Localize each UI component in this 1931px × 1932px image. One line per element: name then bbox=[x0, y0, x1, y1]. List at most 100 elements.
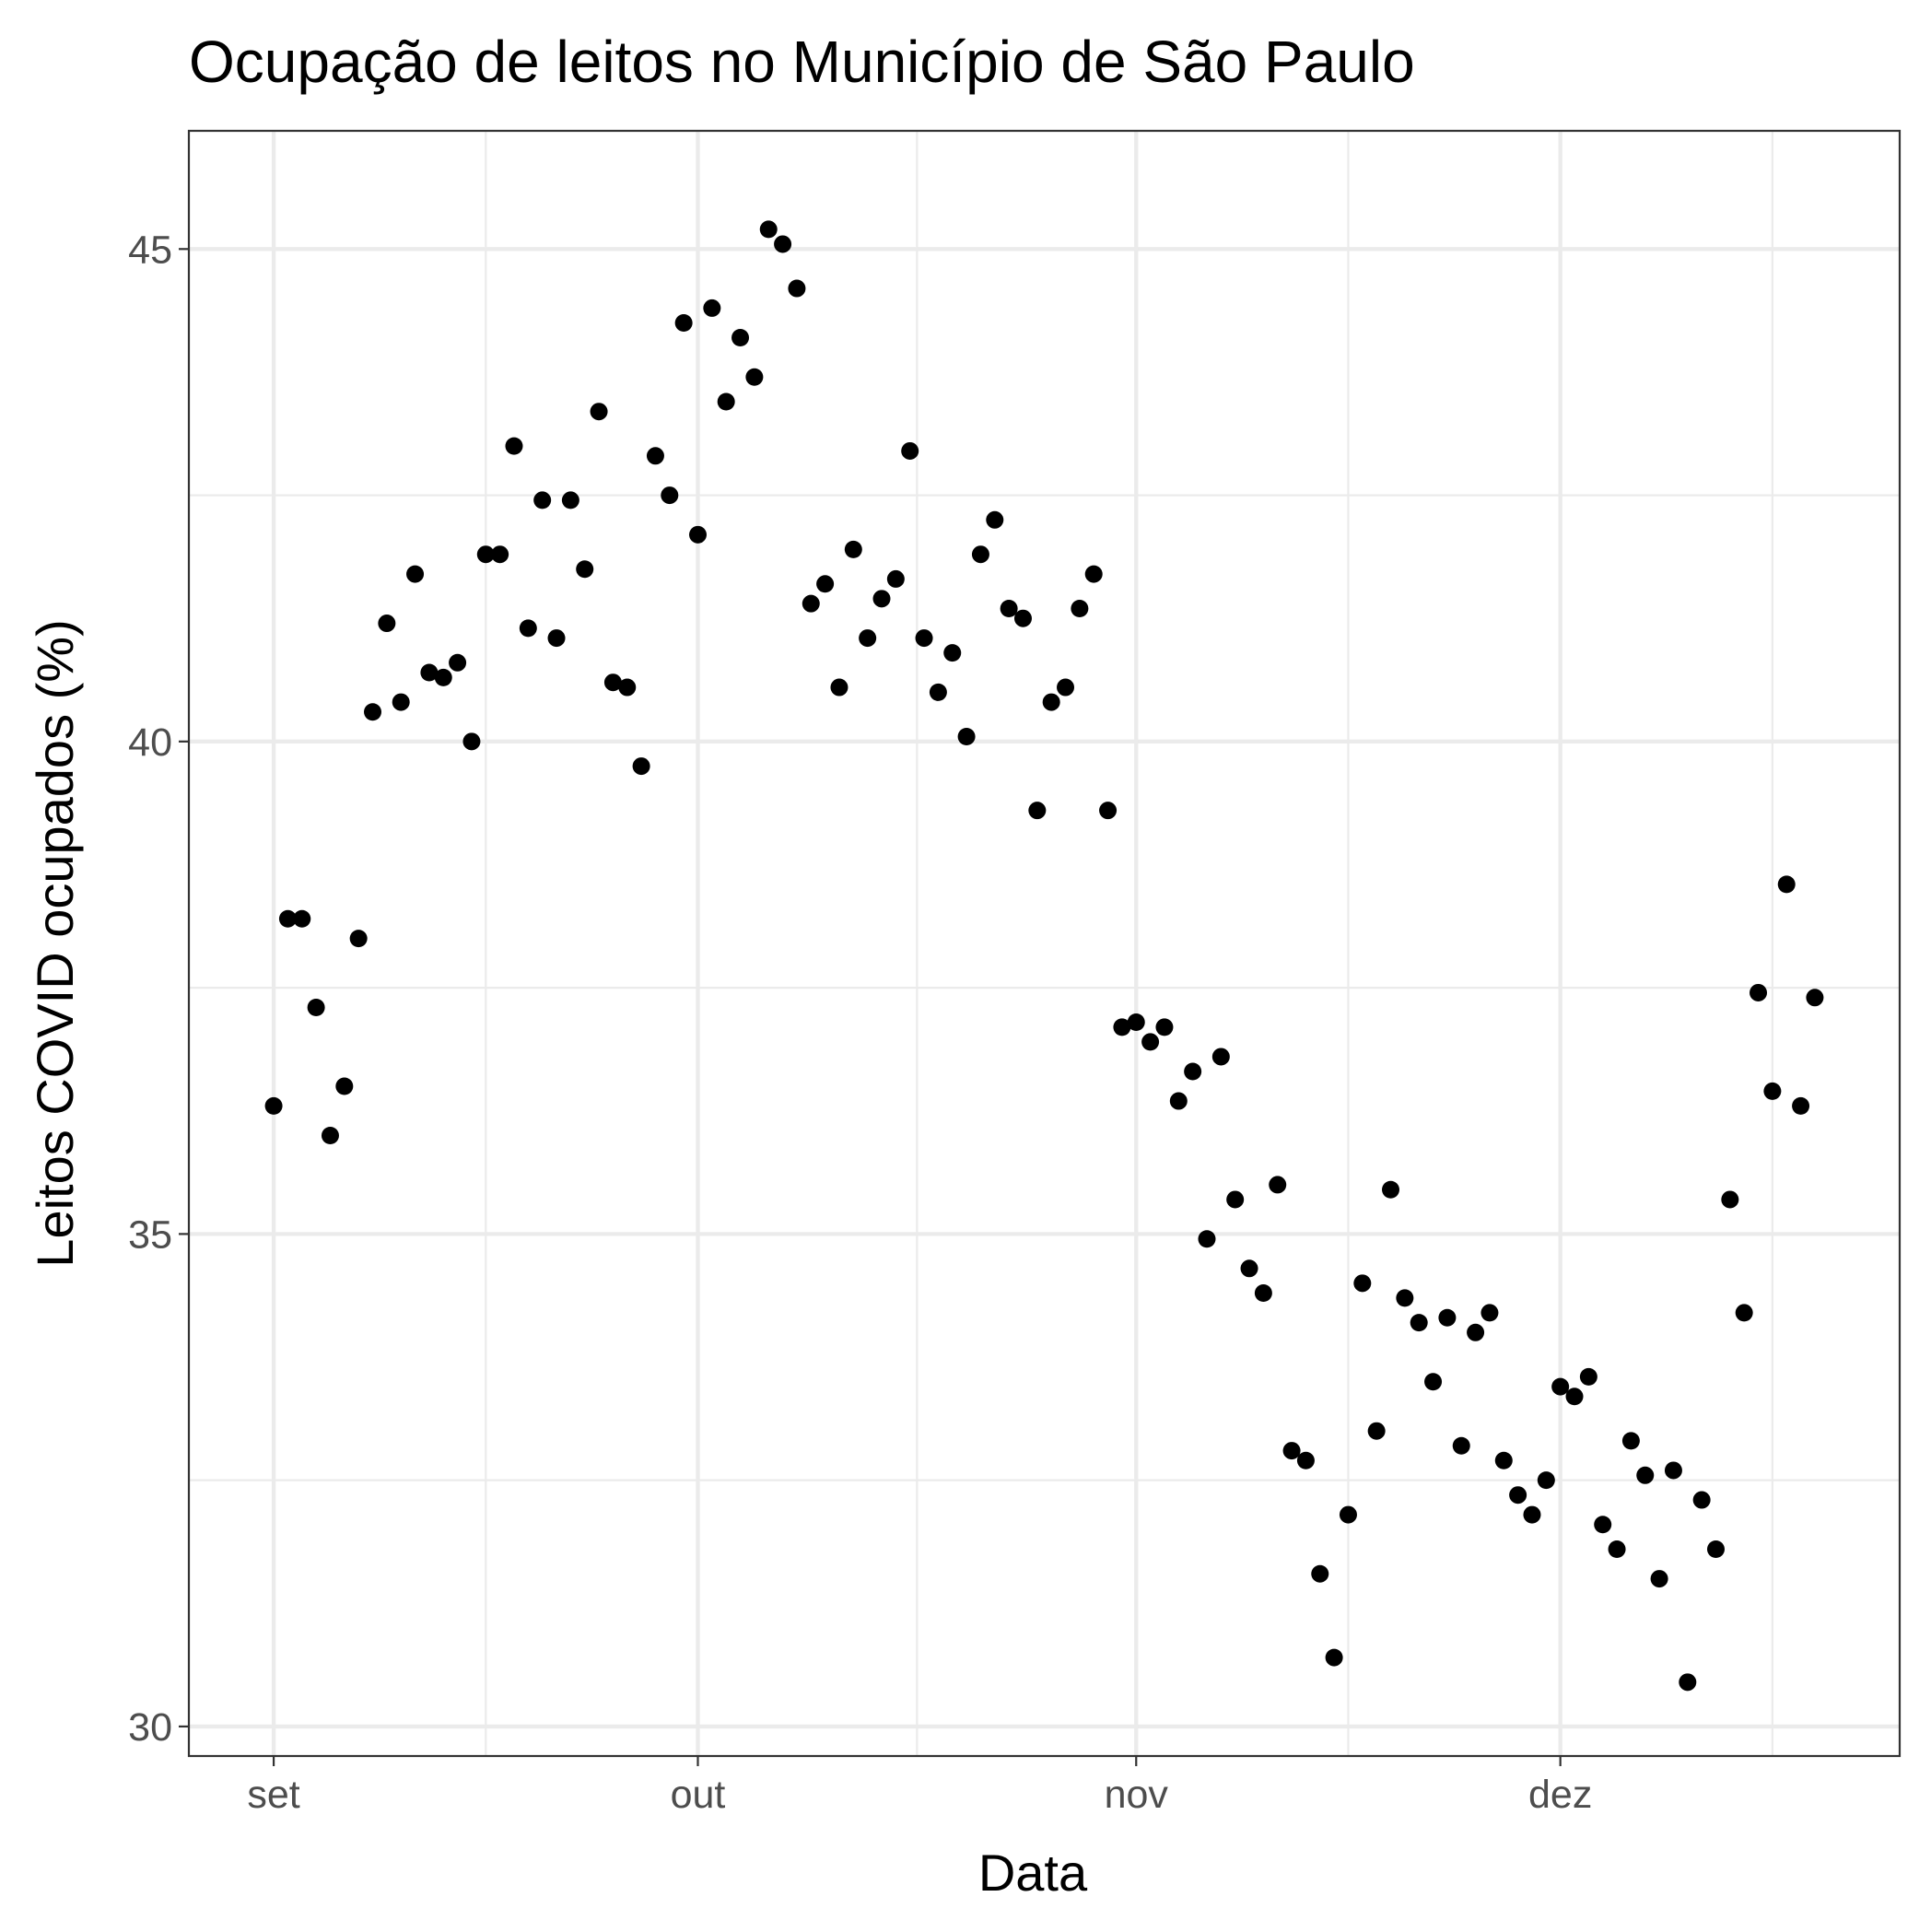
data-point bbox=[1806, 989, 1824, 1007]
data-point bbox=[406, 565, 425, 583]
data-point bbox=[462, 732, 481, 751]
data-point bbox=[449, 653, 467, 672]
data-point bbox=[335, 1077, 354, 1095]
data-point bbox=[1706, 1540, 1725, 1558]
data-point bbox=[1636, 1466, 1655, 1484]
x-tick-label: set bbox=[247, 1773, 299, 1817]
data-point bbox=[603, 673, 622, 692]
data-point bbox=[1353, 1274, 1372, 1293]
data-point bbox=[321, 1126, 339, 1144]
y-axis-title: Leitos COVID ocupados (%) bbox=[26, 619, 84, 1267]
data-point bbox=[943, 644, 962, 662]
data-point bbox=[646, 447, 664, 465]
data-point bbox=[1269, 1176, 1287, 1194]
data-point bbox=[688, 525, 707, 544]
data-point bbox=[1141, 1033, 1160, 1051]
major-gridlines-x bbox=[271, 131, 1562, 1756]
data-point bbox=[830, 678, 848, 697]
data-point bbox=[618, 678, 637, 697]
data-point bbox=[364, 703, 382, 721]
data-point bbox=[1339, 1505, 1357, 1524]
data-point bbox=[278, 909, 297, 928]
x-axis-title: Data bbox=[978, 1844, 1088, 1902]
data-point bbox=[957, 727, 976, 745]
x-tick-label: out bbox=[671, 1773, 726, 1817]
data-point bbox=[1650, 1570, 1668, 1588]
data-point bbox=[915, 629, 933, 648]
data-point bbox=[674, 313, 693, 332]
data-point bbox=[1410, 1314, 1428, 1332]
minor-gridlines-x bbox=[485, 131, 1773, 1756]
data-point bbox=[929, 683, 947, 701]
data-point bbox=[293, 909, 311, 928]
data-point bbox=[859, 629, 877, 648]
data-point bbox=[1155, 1018, 1174, 1036]
data-point bbox=[420, 663, 439, 682]
data-point bbox=[1692, 1491, 1711, 1509]
data-point bbox=[1240, 1259, 1258, 1278]
data-point bbox=[1396, 1289, 1414, 1307]
data-point bbox=[1494, 1451, 1513, 1469]
data-point bbox=[307, 998, 325, 1016]
data-point bbox=[901, 441, 919, 460]
data-point bbox=[1792, 1096, 1810, 1115]
data-point bbox=[1311, 1564, 1329, 1583]
data-point bbox=[1763, 1082, 1782, 1100]
data-point bbox=[1509, 1486, 1527, 1505]
data-point bbox=[392, 693, 410, 711]
data-point bbox=[476, 545, 495, 564]
data-point bbox=[1325, 1648, 1343, 1667]
data-point bbox=[1679, 1673, 1697, 1692]
data-point bbox=[434, 668, 452, 686]
data-point bbox=[802, 594, 820, 613]
y-tick-label: 35 bbox=[128, 1212, 172, 1257]
data-point bbox=[886, 569, 905, 588]
data-point bbox=[632, 757, 650, 776]
data-point bbox=[1579, 1367, 1597, 1386]
data-point bbox=[1113, 1018, 1131, 1036]
data-point bbox=[703, 299, 721, 317]
data-point bbox=[661, 486, 679, 505]
data-point bbox=[1467, 1323, 1485, 1341]
data-point bbox=[872, 590, 891, 608]
data-point bbox=[505, 437, 523, 455]
data-point bbox=[1551, 1377, 1570, 1396]
data-point bbox=[788, 279, 806, 298]
data-point bbox=[576, 560, 594, 579]
data-point bbox=[349, 930, 368, 948]
data-point bbox=[971, 545, 989, 564]
data-point bbox=[1071, 600, 1089, 618]
data-point bbox=[1099, 802, 1118, 820]
data-point bbox=[1198, 1230, 1216, 1248]
data-point bbox=[1537, 1471, 1555, 1490]
x-axis-ticks: set out nov dez bbox=[247, 1756, 1592, 1817]
data-point bbox=[1777, 875, 1796, 894]
data-point bbox=[533, 491, 552, 509]
y-axis-ticks: 30 35 40 45 bbox=[128, 228, 189, 1750]
data-point bbox=[264, 1096, 283, 1115]
data-point bbox=[1169, 1092, 1188, 1110]
data-point bbox=[547, 629, 566, 648]
data-point bbox=[745, 368, 764, 386]
data-point bbox=[1424, 1373, 1443, 1391]
data-point bbox=[378, 615, 396, 633]
data-point bbox=[1664, 1461, 1682, 1480]
data-point bbox=[1084, 565, 1103, 583]
data-point bbox=[844, 540, 862, 558]
y-tick-label: 30 bbox=[128, 1705, 172, 1750]
data-point bbox=[1735, 1304, 1753, 1322]
data-point bbox=[1013, 609, 1032, 627]
data-point bbox=[1057, 678, 1075, 697]
data-point bbox=[1367, 1422, 1386, 1440]
y-tick-label: 45 bbox=[128, 228, 172, 272]
data-point bbox=[1127, 1013, 1145, 1032]
data-point bbox=[1480, 1304, 1499, 1322]
data-point bbox=[1594, 1516, 1612, 1534]
data-point bbox=[759, 220, 778, 239]
data-point bbox=[519, 619, 537, 638]
data-point bbox=[717, 392, 735, 411]
data-point bbox=[1254, 1284, 1272, 1303]
x-tick-label: dez bbox=[1528, 1773, 1592, 1817]
